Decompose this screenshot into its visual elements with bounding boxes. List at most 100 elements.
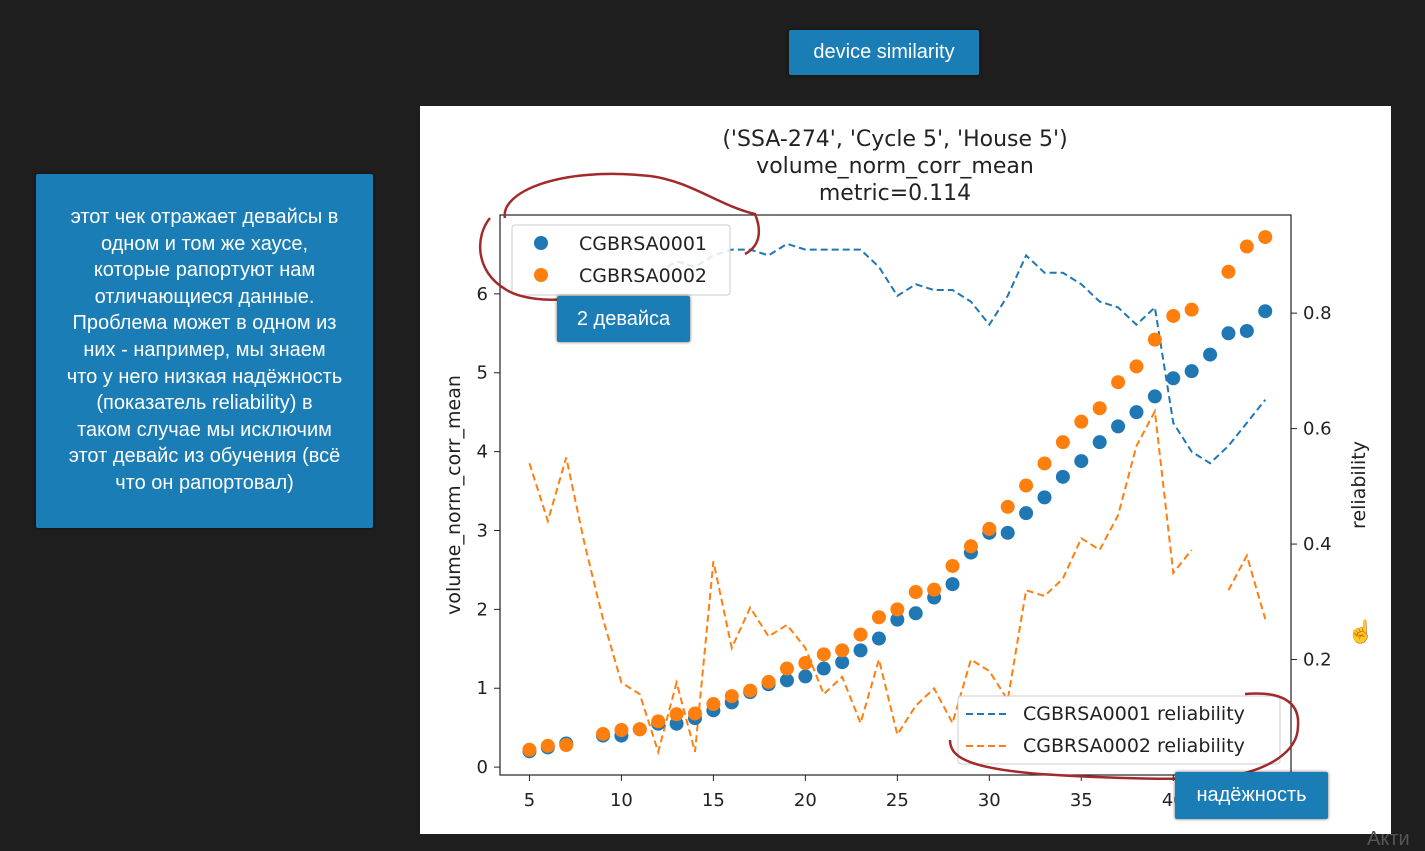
plot-frame (499, 214, 1292, 776)
point-cgbrsa0002 (1239, 239, 1254, 254)
legend-label: CGBRSA0001 reliability (1023, 703, 1245, 725)
x-tick-label: 30 (978, 790, 1001, 811)
legend-label: CGBRSA0001 (579, 233, 707, 255)
legend-marker (534, 268, 548, 282)
x-tick-label: 5 (524, 790, 535, 811)
x-tick-label: 15 (702, 790, 725, 811)
y-axis-label: volume_norm_corr_mean (443, 375, 465, 615)
point-cgbrsa0002 (1055, 435, 1070, 450)
y-tick-label: 5 (477, 363, 488, 384)
point-cgbrsa0002 (1000, 499, 1015, 514)
y-tick-label: 4 (477, 442, 488, 463)
point-cgbrsa0001 (816, 661, 831, 676)
point-cgbrsa0001 (1000, 525, 1015, 540)
point-cgbrsa0001 (1221, 326, 1236, 341)
point-cgbrsa0002 (1092, 401, 1107, 416)
point-cgbrsa0002 (890, 602, 905, 617)
activation-watermark: Акти (1367, 828, 1410, 850)
chart-title-line: ('SSA-274', 'Cycle 5', 'House 5') (722, 127, 1067, 152)
point-cgbrsa0002 (669, 707, 684, 722)
reliability-line-blue (657, 242, 1267, 465)
point-cgbrsa0002 (540, 738, 555, 753)
point-cgbrsa0001 (1037, 490, 1052, 505)
point-cgbrsa0002 (706, 697, 721, 712)
point-cgbrsa0001 (798, 669, 813, 684)
point-cgbrsa0002 (871, 610, 886, 625)
two-devices-badge[interactable]: 2 девайса (557, 296, 690, 342)
point-cgbrsa0002 (743, 683, 758, 698)
point-cgbrsa0002 (1258, 230, 1273, 245)
point-cgbrsa0002 (835, 643, 850, 658)
y2-tick-label: 0.4 (1303, 534, 1332, 555)
point-cgbrsa0002 (1129, 359, 1144, 374)
point-cgbrsa0001 (853, 643, 868, 658)
point-cgbrsa0002 (1019, 478, 1034, 493)
scatter-legend: CGBRSA0001 CGBRSA0002 (511, 224, 731, 296)
reliability-legend-box (957, 695, 1281, 765)
y-tick-label: 0 (477, 757, 488, 778)
point-cgbrsa0001 (1147, 389, 1162, 404)
point-cgbrsa0002 (1147, 332, 1162, 347)
point-cgbrsa0001 (1203, 347, 1218, 362)
point-cgbrsa0001 (1129, 405, 1144, 420)
reliability-line-orange (528, 407, 1193, 756)
point-cgbrsa0002 (614, 723, 629, 738)
y-tick-label: 2 (477, 599, 488, 620)
point-cgbrsa0001 (945, 577, 960, 592)
point-cgbrsa0001 (1239, 323, 1254, 338)
point-cgbrsa0001 (1074, 454, 1089, 469)
x-tick-label: 25 (886, 790, 909, 811)
point-cgbrsa0001 (779, 673, 794, 688)
y2-axis-label: reliability (1348, 441, 1370, 529)
y2-tick-label: 0.6 (1303, 419, 1332, 440)
point-cgbrsa0001 (1184, 364, 1199, 379)
point-cgbrsa0002 (927, 582, 942, 597)
point-cgbrsa0002 (816, 647, 831, 662)
legend-label: CGBRSA0002 (579, 265, 707, 287)
point-cgbrsa0002 (651, 714, 666, 729)
point-cgbrsa0001 (908, 606, 923, 621)
point-cgbrsa0002 (798, 656, 813, 670)
point-cgbrsa0002 (687, 706, 702, 721)
explanation-note: этот чек отражает девайсы в одном и том … (36, 174, 373, 528)
point-cgbrsa0002 (724, 689, 739, 704)
point-cgbrsa0002 (559, 738, 574, 753)
reliability-legend: CGBRSA0001 reliability CGBRSA0002 reliabi… (957, 695, 1281, 765)
reliability-line-orange (1227, 552, 1267, 620)
annotation-circle-reliability (948, 692, 1300, 781)
point-cgbrsa0002 (945, 558, 960, 573)
point-cgbrsa0002 (522, 742, 537, 757)
x-tick-label: 10 (610, 790, 633, 811)
scatter-legend-box (511, 224, 731, 296)
point-cgbrsa0001 (835, 655, 850, 670)
x-tick-label: 35 (1070, 790, 1093, 811)
point-cgbrsa0002 (1184, 302, 1199, 317)
point-cgbrsa0002 (779, 661, 794, 676)
point-cgbrsa0002 (1037, 456, 1052, 471)
point-cgbrsa0002 (1166, 308, 1181, 323)
point-cgbrsa0002 (963, 539, 978, 554)
annotation-circle-legend (478, 172, 761, 301)
chart-title-line: metric=0.114 (819, 181, 971, 206)
point-cgbrsa0002 (1111, 375, 1126, 390)
point-cgbrsa0001 (1092, 435, 1107, 450)
y2-tick-label: 0.8 (1303, 303, 1332, 324)
point-cgbrsa0001 (1019, 506, 1034, 521)
chart-title-line: volume_norm_corr_mean (756, 154, 1034, 179)
point-cgbrsa0002 (908, 585, 923, 600)
point-cgbrsa0002 (632, 722, 647, 737)
y2-tick-label: 0.2 (1303, 650, 1332, 671)
chart-panel: ('SSA-274', 'Cycle 5', 'House 5') volume_… (420, 106, 1391, 834)
device-similarity-button[interactable]: device similarity (789, 30, 979, 75)
point-cgbrsa0001 (1055, 469, 1070, 484)
legend-label: CGBRSA0002 reliability (1023, 735, 1245, 757)
point-cgbrsa0002 (853, 627, 868, 642)
reliability-badge[interactable]: надёжность (1175, 772, 1328, 819)
y-tick-label: 1 (477, 678, 488, 699)
point-cgbrsa0002 (1074, 414, 1089, 429)
legend-marker (534, 236, 548, 250)
y-tick-label: 3 (477, 520, 488, 541)
point-cgbrsa0001 (890, 612, 905, 627)
hand-cursor-icon: ☝ (1347, 619, 1375, 644)
point-cgbrsa0001 (1111, 419, 1126, 434)
